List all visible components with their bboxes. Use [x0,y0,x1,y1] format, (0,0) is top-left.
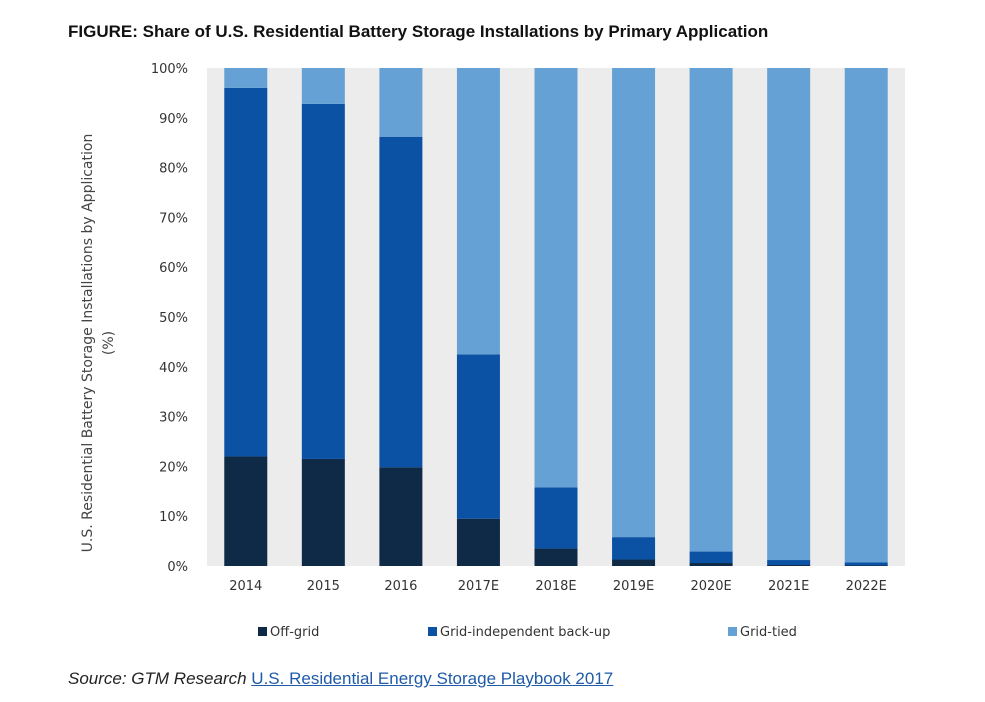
source-prefix: Source: GTM Research [68,669,247,688]
legend-label-off-grid: Off-grid [270,625,319,640]
y-tick-label: 100% [151,62,188,77]
x-tick-label: 2014 [229,579,262,594]
bar-2020e-off-grid [689,563,733,566]
bars-group [224,68,888,566]
bar-2016-off-grid [379,467,423,566]
x-tick-label: 2021E [768,579,809,594]
bar-2014-grid-independent-back-up [224,87,268,457]
x-tick-label: 2022E [846,579,887,594]
bar-2021e-grid-tied [767,68,811,561]
y-tick-label: 50% [159,311,188,326]
y-tick-label: 10% [159,510,188,525]
bar-2017e-grid-tied [456,68,500,355]
bar-2019e-grid-independent-back-up [612,537,656,560]
bar-2021e-grid-independent-back-up [767,560,811,565]
y-tick-label: 60% [159,261,188,276]
y-tick-label: 80% [159,162,188,177]
y-axis-label-unit: (%) [101,331,117,355]
bar-2015-off-grid [301,458,345,566]
bar-2020e-grid-tied [689,68,733,552]
bar-2022e-off-grid [844,565,888,566]
x-tick-label: 2019E [613,579,654,594]
x-tick-label: 2015 [307,579,340,594]
y-tick-label: 40% [159,361,188,376]
x-tick-label: 2018E [535,579,576,594]
y-tick-label: 20% [159,460,188,475]
legend-swatch-off-grid [258,627,267,636]
source-link[interactable]: U.S. Residential Energy Storage Playbook… [251,669,614,688]
bar-2016-grid-tied [379,68,423,137]
bar-2017e-grid-independent-back-up [456,354,500,519]
legend-swatch-grid-tied [728,627,737,636]
y-tick-label: 30% [159,411,188,426]
x-tick-label: 2017E [458,579,499,594]
y-axis-label: U.S. Residential Battery Storage Install… [80,134,96,553]
y-tick-label: 0% [167,560,188,575]
bar-2021e-off-grid [767,565,811,566]
bar-2018e-grid-independent-back-up [534,487,578,549]
legend-label-grid-independent-back-up: Grid-independent back-up [440,625,610,640]
bar-2018e-off-grid [534,548,578,566]
x-axis-ticks: 2014 2015 2016 2017E 2018E 2019E 2020E 2021E 202… [229,579,887,594]
x-tick-label: 2016 [384,579,417,594]
chart-title: FIGURE: Share of U.S. Residential Batter… [68,22,769,41]
bar-2020e-grid-independent-back-up [689,551,733,564]
legend-label-grid-tied: Grid-tied [740,625,797,640]
bar-2019e-grid-tied [612,68,656,538]
legend: Off-grid Grid-independent back-up Grid-tie… [258,625,797,640]
legend-swatch-grid-independent-back-up [428,627,437,636]
bar-2014-off-grid [224,456,268,566]
bar-2016-grid-independent-back-up [379,136,423,468]
y-tick-label: 90% [159,112,188,127]
bar-2017e-off-grid [456,518,500,566]
source-line: Source: GTM Research U.S. Residential En… [68,669,613,689]
y-tick-label: 70% [159,211,188,226]
bar-2015-grid-independent-back-up [301,103,345,459]
bar-2014-grid-tied [224,68,268,88]
bar-2022e-grid-independent-back-up [844,562,888,566]
bar-2018e-grid-tied [534,68,578,488]
bar-2015-grid-tied [301,68,345,104]
bar-2019e-off-grid [612,559,656,566]
y-axis-ticks: 0% 10% 20% 30% 40% 50% 60% 70% 80% 90% 100% [151,62,188,575]
x-tick-label: 2020E [690,579,731,594]
stacked-bar-chart: 0%10%20%30%40%50%60%70%80%90%100% 2014 20… [80,62,905,640]
bar-2022e-grid-tied [844,68,888,563]
